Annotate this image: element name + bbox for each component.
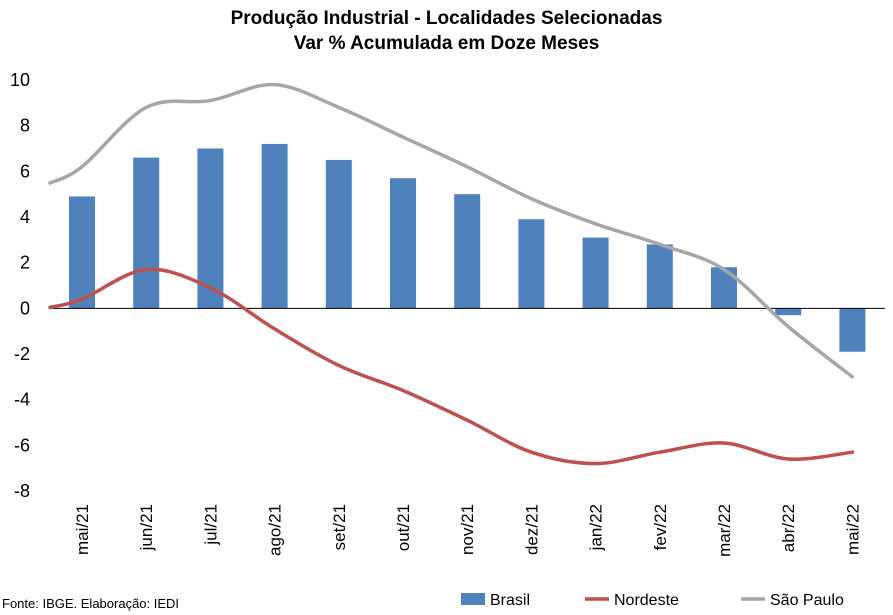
bar-fev-22 [646,244,673,309]
x-tick-label: jan/22 [587,504,606,551]
title-line-2: Var % Acumulada em Doze Meses [293,33,600,54]
x-tick-label: mai/21 [73,504,92,555]
x-tick-label: jul/21 [201,504,220,546]
source-note: Fonte: IBGE. Elaboração: IEDI [2,596,180,611]
y-tick-label: 0 [20,298,30,318]
x-tick-label: dez/21 [522,504,541,555]
bar-mai-22 [839,308,866,352]
y-tick-label: 2 [20,253,30,273]
bar-dez-21 [518,219,545,309]
x-tick-label: fev/22 [651,504,670,550]
y-tick-label: -6 [14,435,30,455]
bar-mar-22 [711,267,737,309]
legend-label-s-o-paulo: São Paulo [770,592,844,609]
bar-mai-21 [69,196,95,309]
x-tick-label: nov/21 [458,504,477,555]
legend-label-nordeste: Nordeste [614,592,679,609]
bar-nov-21 [454,194,481,309]
bar-abr-22 [775,308,802,316]
bar-jun-21 [133,157,160,309]
line-nordeste [48,267,855,466]
y-tick-label: -2 [14,344,30,364]
y-tick-label: 10 [10,70,30,90]
bar-set-21 [325,159,352,309]
line-s-o-paulo [48,82,855,379]
y-tick-label: 4 [20,207,30,227]
x-tick-label: out/21 [394,504,413,551]
chart-title: Produção Industrial - Localidades Seleci… [0,6,893,56]
x-tick-label: mai/22 [843,504,862,555]
y-tick-label: 6 [20,161,30,181]
x-tick-label: abr/22 [779,504,798,552]
bar-out-21 [390,178,416,309]
bar-jan-22 [582,237,609,309]
y-tick-label: -4 [14,390,30,410]
x-tick-label: set/21 [330,504,349,550]
bar-jul-21 [197,148,224,309]
legend-swatch-brasil [461,593,485,605]
x-tick-label: jun/21 [137,504,156,551]
y-tick-label: -8 [14,481,30,501]
x-tick-label: ago/21 [266,504,285,556]
bar-ago-21 [261,143,288,309]
title-line-1: Produção Industrial - Localidades Seleci… [230,8,663,29]
x-tick-label: mar/22 [715,504,734,557]
y-tick-label: 8 [20,116,30,136]
legend-label-brasil: Brasil [490,592,530,609]
